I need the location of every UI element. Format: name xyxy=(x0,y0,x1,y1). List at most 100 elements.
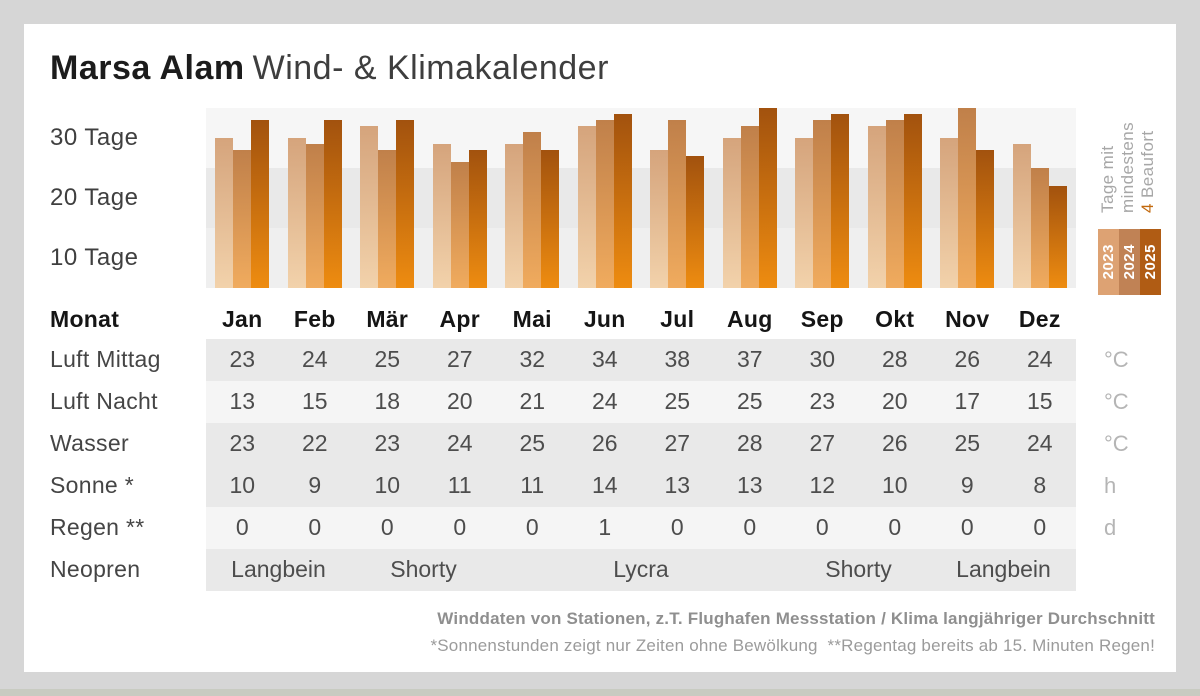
cell-wasser-mai: 25 xyxy=(496,422,569,465)
cell-luft-nacht-aug: 25 xyxy=(713,380,786,423)
cell-luft-mittag-dez: 24 xyxy=(1003,338,1076,381)
bar-2025-jan xyxy=(251,120,270,288)
legend-label-2025: 2025 xyxy=(1142,244,1159,280)
unit-luft-nacht: °C xyxy=(1104,388,1129,414)
cell-regen-dez: 0 xyxy=(1003,506,1076,549)
bar-group-jul xyxy=(641,120,714,288)
legend-swatch-2024: 2024 xyxy=(1119,228,1140,295)
chart-right-column: Tage mit mindestens 4 Beaufort 2023 2024 2… xyxy=(1098,108,1161,295)
cell-regen-mai: 0 xyxy=(496,506,569,549)
cell-wasser-jul: 27 xyxy=(641,422,714,465)
cell-regen-okt: 0 xyxy=(858,506,931,549)
bar-2025-mai xyxy=(541,150,560,288)
cell-regen-aug: 0 xyxy=(713,506,786,549)
row-label-luft-nacht: Luft Nacht xyxy=(50,388,158,415)
y-axis-title-line3: 4 Beaufort xyxy=(1138,122,1158,212)
cell-luft-mittag-mär: 25 xyxy=(351,338,424,381)
cell-luft-nacht-feb: 15 xyxy=(278,380,351,423)
cell-sonne-aug: 13 xyxy=(713,464,786,507)
cell-luft-nacht-jun: 24 xyxy=(568,380,641,423)
cell-regen-mär: 0 xyxy=(351,506,424,549)
bar-group-nov xyxy=(931,108,1004,288)
cell-sonne-mär: 10 xyxy=(351,464,424,507)
cell-wasser-aug: 28 xyxy=(713,422,786,465)
gridband-10-20-tage xyxy=(206,168,1076,228)
bar-2023-apr xyxy=(432,144,451,288)
cell-regen-feb: 0 xyxy=(278,506,351,549)
unit-wasser: °C xyxy=(1104,430,1129,456)
cell-luft-mittag-mai: 32 xyxy=(496,338,569,381)
cell-luft-nacht-okt: 20 xyxy=(858,380,931,423)
cell-wasser-sep: 27 xyxy=(786,422,859,465)
footer-notes: *Sonnenstunden zeigt nur Zeiten ohne Bew… xyxy=(430,635,1155,655)
title-subtitle: Wind- & Klimakalender xyxy=(252,49,609,87)
cell-wasser-okt: 26 xyxy=(858,422,931,465)
legend-swatch-2023: 2023 xyxy=(1098,228,1119,295)
cell-sonne-dez: 8 xyxy=(1003,464,1076,507)
cell-sonne-sep: 12 xyxy=(786,464,859,507)
month-header-jun: Jun xyxy=(583,306,626,333)
unit-sonne: h xyxy=(1104,472,1117,498)
climate-table: Monat Jan Feb Mär Apr Mai Jun Jul Aug Sep Okt Nov De… xyxy=(50,301,1176,591)
month-header-aug: Aug xyxy=(726,306,773,333)
bar-2024-nov xyxy=(958,108,977,288)
bar-2023-aug xyxy=(722,138,741,288)
month-header-jan: Jan xyxy=(221,306,263,333)
unit-regen: d xyxy=(1104,514,1117,540)
cell-luft-nacht-mai: 21 xyxy=(496,380,569,423)
bar-series-container xyxy=(206,108,1076,288)
y-axis-labels: 30 Tage 20 Tage 10 Tage xyxy=(24,108,206,295)
bar-2024-jul xyxy=(668,120,687,288)
y-axis-title-line2: mindestens xyxy=(1118,122,1137,213)
bar-group-okt xyxy=(859,114,932,288)
bar-2023-jan xyxy=(215,138,234,288)
cell-wasser-jun: 26 xyxy=(568,422,641,465)
bar-2023-mär xyxy=(360,126,379,288)
cell-sonne-mai: 11 xyxy=(496,464,569,507)
bottom-strip xyxy=(0,689,1200,696)
y-axis-label-20-tage: 20 Tage xyxy=(50,184,139,211)
bar-2024-apr xyxy=(450,162,469,288)
cell-luft-mittag-jun: 34 xyxy=(568,338,641,381)
legend-label-2024: 2024 xyxy=(1121,244,1138,280)
bar-2024-sep xyxy=(813,120,832,288)
month-header-nov: Nov xyxy=(945,306,990,333)
row-label-neopren: Neopren xyxy=(50,556,141,583)
bar-2025-dez xyxy=(1048,186,1067,288)
bar-group-jun xyxy=(569,114,642,288)
row-label-sonne: Sonne * xyxy=(50,472,134,499)
unit-luft-mittag: °C xyxy=(1104,346,1129,372)
bar-2024-jan xyxy=(233,150,252,288)
y-axis-label-10-tage: 10 Tage xyxy=(50,244,139,271)
bar-2024-aug xyxy=(740,126,759,288)
bar-group-feb xyxy=(279,120,352,288)
cell-wasser-dez: 24 xyxy=(1003,422,1076,465)
bar-2025-mär xyxy=(396,120,415,288)
neopren-span-lycra-2: Lycra xyxy=(496,548,786,591)
month-header-mär: Mär xyxy=(366,306,409,333)
cell-wasser-mär: 23 xyxy=(351,422,424,465)
beaufort-word: Beaufort xyxy=(1138,130,1157,204)
cell-luft-mittag-nov: 26 xyxy=(931,338,1004,381)
bar-2023-nov xyxy=(940,138,959,288)
cell-luft-mittag-jan: 23 xyxy=(206,338,279,381)
month-header-dez: Dez xyxy=(1018,306,1061,333)
bar-2025-aug xyxy=(758,108,777,288)
bar-2023-dez xyxy=(1012,144,1031,288)
cell-luft-mittag-aug: 37 xyxy=(713,338,786,381)
bar-2024-mai xyxy=(523,132,542,288)
bar-group-mär xyxy=(351,120,424,288)
row-label-regen: Regen ** xyxy=(50,514,145,541)
bar-2025-apr xyxy=(468,150,487,288)
cell-sonne-feb: 9 xyxy=(278,464,351,507)
cell-luft-nacht-mär: 18 xyxy=(351,380,424,423)
bar-group-apr xyxy=(424,144,497,288)
unit-neopren xyxy=(1076,549,1156,591)
cell-luft-nacht-jan: 13 xyxy=(206,380,279,423)
bar-2025-okt xyxy=(903,114,922,288)
footer: Winddaten von Stationen, z.T. Flughafen … xyxy=(24,605,1155,659)
cell-sonne-apr: 11 xyxy=(423,464,496,507)
bar-2023-jun xyxy=(577,126,596,288)
cell-luft-mittag-apr: 27 xyxy=(423,338,496,381)
